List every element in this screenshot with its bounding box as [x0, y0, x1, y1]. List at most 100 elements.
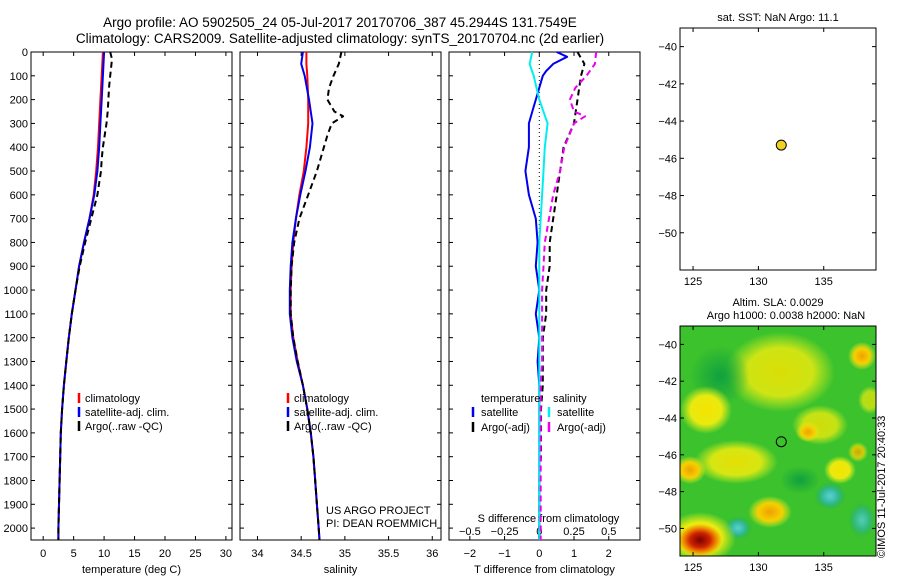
- x-tick-label: 35: [339, 548, 351, 560]
- y-tick-label: −46: [658, 153, 677, 165]
- y-tick-label: −44: [658, 413, 677, 425]
- y-tick-label: 500: [10, 166, 28, 178]
- map-title: sat. SST: NaN Argo: 11.1: [717, 12, 838, 24]
- y-tick-label: 1600: [4, 428, 28, 440]
- x-tick-label: 25: [189, 548, 201, 560]
- y-tick-label: −48: [658, 487, 677, 499]
- y-tick-label: 800: [10, 237, 28, 249]
- x2-tick-label: −0.5: [459, 526, 481, 538]
- x-tick-label: 34: [251, 548, 263, 560]
- x-tick-label: 0: [40, 548, 46, 560]
- plot-frame: [30, 51, 233, 541]
- legend-entry: Argo(-adj): [557, 422, 606, 434]
- series-line-cyan: [528, 51, 549, 540]
- sla-heatmap: [680, 326, 876, 556]
- legend-entry: satellite-adj. clim.: [294, 407, 378, 419]
- x-tick-label: 2: [606, 548, 612, 560]
- series-line-magenta: [539, 51, 598, 540]
- y-tick-label: 1400: [4, 380, 28, 392]
- y-tick-label: 1200: [4, 333, 28, 345]
- temperature-profile-panel: 0100200300400500600700800900100011001200…: [4, 47, 233, 576]
- x-tick-label: 130: [749, 562, 767, 574]
- y-tick-label: 1700: [4, 452, 28, 464]
- y-tick-label: −40: [658, 42, 677, 54]
- legend-entry: satellite-adj. clim.: [85, 407, 169, 419]
- y-tick-label: −46: [658, 450, 677, 462]
- x-tick-label: −2: [464, 548, 477, 560]
- x-axis-label: salinity: [324, 564, 358, 576]
- x-tick-label: 125: [684, 562, 702, 574]
- sla-map-panel: −40 −42 −44 −46 −48 −50 125 130 135 Altim. SLA: 0…: [658, 297, 877, 574]
- series-line-blue: [57, 51, 106, 540]
- y-tick-label: −42: [658, 79, 677, 91]
- x-tick-label: 0: [536, 548, 542, 560]
- map-title: Altim. SLA: 0.0029: [732, 297, 823, 309]
- series-line-black: [538, 51, 586, 540]
- x-tick-label: 135: [815, 276, 833, 288]
- y-tick-label: −50: [658, 228, 677, 240]
- legend-entry: Argo(..raw -QC): [85, 421, 163, 433]
- y-tick-label: −42: [658, 376, 677, 388]
- legend-entry: Argo(..raw -QC): [294, 421, 372, 433]
- x-tick-label: 30: [220, 548, 232, 560]
- legend-entry: Argo(-adj): [481, 422, 530, 434]
- argo-float-marker: [775, 139, 787, 151]
- legend-entry: satellite: [557, 407, 594, 419]
- x-tick-label: 1: [571, 548, 577, 560]
- x-axis-label: T difference from climatology: [474, 564, 615, 576]
- legend-group-salinity: salinity: [553, 393, 587, 405]
- difference-profile-panel: −2 −1 0 1 2 T difference from climatology −0.5…: [448, 51, 641, 576]
- y-tick-label: 2000: [4, 523, 28, 535]
- x-tick-label: 20: [159, 548, 171, 560]
- series-line-blue: [288, 51, 321, 541]
- y-tick-label: 200: [10, 95, 28, 107]
- y-tick-label: −48: [658, 191, 677, 203]
- y-tick-label: 100: [10, 71, 28, 83]
- series-line-red: [289, 52, 321, 541]
- y-tick-label: 1100: [4, 309, 28, 321]
- x-tick-label: 5: [71, 548, 77, 560]
- y-tick-label: 600: [10, 190, 28, 202]
- legend-group-temperature: temperature: [481, 393, 540, 405]
- map-subtitle: Argo h1000: 0.0038 h2000: NaN: [707, 310, 865, 322]
- x-tick-label: 135: [815, 562, 833, 574]
- x2-tick-label: −0.25: [491, 526, 519, 538]
- x-tick-label: −1: [498, 548, 511, 560]
- x2-axis-label: S difference from climatology: [478, 513, 620, 525]
- x-tick-label: 34.5: [290, 548, 311, 560]
- series-line-black: [57, 51, 113, 540]
- x2-tick-label: 0.5: [601, 526, 616, 538]
- map-frame: [679, 325, 877, 557]
- x-tick-label: 125: [684, 276, 702, 288]
- x-tick-label: 36: [426, 548, 438, 560]
- legend-entry: climatology: [294, 393, 350, 405]
- y-tick-label: 1800: [4, 475, 28, 487]
- x-tick-label: 130: [749, 276, 767, 288]
- pi-annotation: PI: DEAN ROEMMICH: [326, 518, 438, 530]
- series-line-red: [57, 51, 104, 540]
- x-tick-label: 10: [98, 548, 110, 560]
- figure-title-line2: Climatology: CARS2009. Satellite-adjuste…: [75, 31, 605, 46]
- y-tick-label: 0: [22, 47, 28, 59]
- argo-float-marker: [775, 436, 787, 448]
- y-tick-label: −44: [658, 116, 677, 128]
- x-tick-label: 15: [128, 548, 140, 560]
- series-line-black: [289, 51, 345, 541]
- x2-tick-label: 0.25: [563, 526, 584, 538]
- y-tick-label: −50: [658, 523, 677, 535]
- y-tick-label: 700: [10, 214, 28, 226]
- legend-entry: satellite: [481, 407, 518, 419]
- plot-frame: [239, 51, 442, 541]
- salinity-profile-panel: 34 34.5 35 35.5 36 salinity climatology satelli…: [239, 51, 442, 576]
- y-tick-label: −40: [658, 339, 677, 351]
- x-axis-label: temperature (deg C): [82, 564, 181, 576]
- project-annotation: US ARGO PROJECT: [326, 505, 431, 517]
- y-tick-label: 900: [10, 261, 28, 273]
- legend-entry: climatology: [85, 393, 141, 405]
- y-tick-label: 1000: [4, 285, 28, 297]
- y-tick-label: 1500: [4, 404, 28, 416]
- y-tick-label: 1300: [4, 356, 28, 368]
- plot-frame: [448, 51, 641, 541]
- sst-location-panel: −40 −42 −44 −46 −48 −50 125 130 135 sat. SST: NaN…: [658, 12, 877, 288]
